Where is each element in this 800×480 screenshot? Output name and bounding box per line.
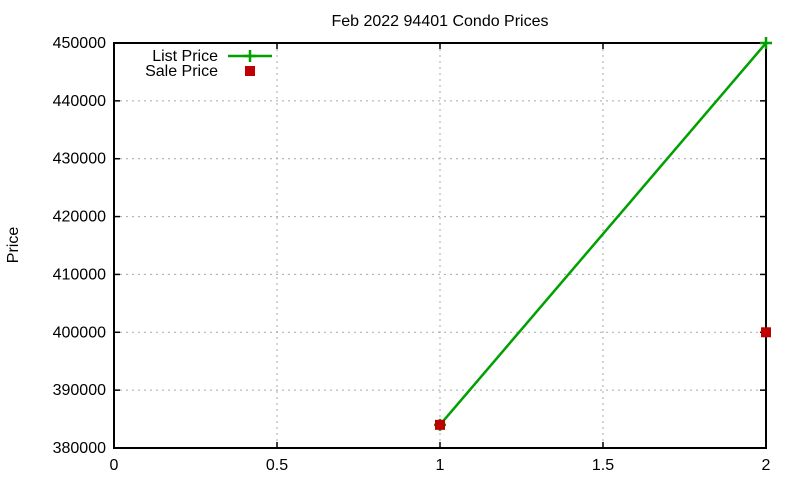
legend-square-marker [245, 66, 255, 76]
y-tick-label: 420000 [53, 209, 106, 226]
x-tick-label: 2 [762, 457, 771, 474]
x-tick-label: 0 [110, 457, 119, 474]
series-sale-price [435, 327, 771, 430]
y-tick-label: 400000 [53, 324, 106, 341]
y-tick-label: 430000 [53, 151, 106, 168]
x-axis-tick-labels: 0 0.5 1 1.5 2 [110, 457, 771, 474]
legend-label: Sale Price [145, 63, 218, 80]
series-list-price [434, 37, 772, 431]
y-tick-label: 440000 [53, 93, 106, 110]
x-tick-label: 1 [436, 457, 445, 474]
y-axis-tick-labels: 380000 390000 400000 410000 420000 430000 4400… [53, 35, 106, 457]
gridlines [114, 43, 766, 448]
series-sale-price-square-marker [761, 327, 771, 338]
x-tick-label: 0.5 [266, 457, 288, 474]
series-sale-price-square-marker [435, 419, 445, 430]
series-list-price-line [439, 42, 767, 426]
y-axis-title: Price [5, 227, 22, 264]
data-series [434, 37, 772, 431]
y-tick-label: 380000 [53, 440, 106, 457]
y-tick-label: 410000 [53, 266, 106, 283]
x-tick-label: 1.5 [592, 457, 614, 474]
y-tick-label: 390000 [53, 382, 106, 399]
legend-label: List Price [152, 48, 218, 65]
y-tick-label: 450000 [53, 35, 106, 52]
chart-title: Feb 2022 94401 Condo Prices [331, 13, 548, 30]
